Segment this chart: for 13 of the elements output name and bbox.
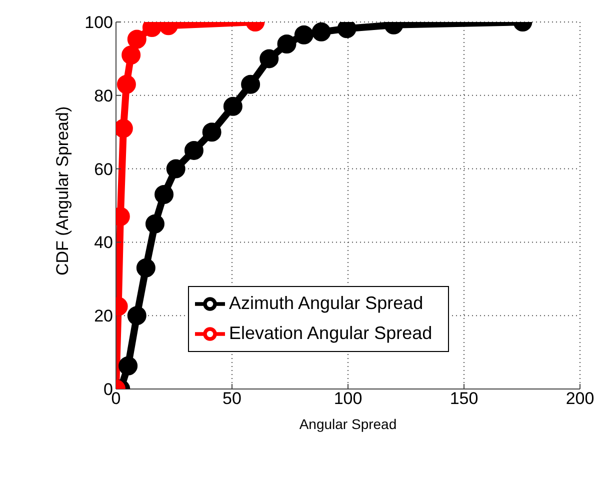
y-tick-label: 60 (94, 160, 113, 179)
x-tick-label: 100 (334, 389, 362, 408)
y-tick-label: 20 (94, 306, 113, 326)
y-tick-label: 100 (84, 13, 113, 32)
x-tick-label: 50 (222, 389, 242, 408)
y-axis-title: CDF (Angular Spread) (53, 106, 72, 276)
y-tick-label: 80 (94, 86, 113, 106)
y-tick-label: 40 (94, 233, 113, 252)
x-tick-label: 150 (450, 389, 478, 408)
x-tick-label: 200 (566, 389, 594, 408)
legend-label: Elevation Angular Spread (229, 322, 432, 343)
legend-label: Azimuth Angular Spread (229, 292, 424, 313)
x-axis-title: Angular Spread (299, 416, 397, 432)
